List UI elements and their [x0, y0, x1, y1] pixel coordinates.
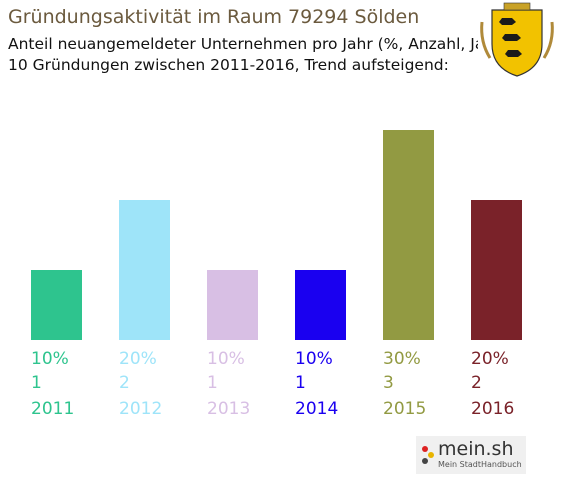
bar-2015 [383, 130, 434, 340]
percent-label-2013: 10% [207, 349, 245, 369]
year-label-2011: 2011 [31, 399, 74, 419]
count-label-2012: 2 [119, 373, 130, 393]
year-label-2012: 2012 [119, 399, 162, 419]
bar-2016 [471, 200, 522, 340]
percent-label-2012: 20% [119, 349, 157, 369]
chart-summary: 10 Gründungen zwischen 2011-2016, Trend … [8, 56, 449, 74]
logo-dot-gold-icon [428, 452, 434, 458]
count-label-2011: 1 [31, 373, 42, 393]
count-label-2016: 2 [471, 373, 482, 393]
chart-title: Gründungsaktivität im Raum 79294 Sölden [8, 6, 420, 28]
percent-label-2011: 10% [31, 349, 69, 369]
year-label-2016: 2016 [471, 399, 514, 419]
coat-of-arms-icon [478, 2, 556, 80]
count-label-2013: 1 [207, 373, 218, 393]
logo-tagline: Mein StadtHandbuch [438, 460, 522, 469]
percent-label-2015: 30% [383, 349, 421, 369]
bar-2014 [295, 270, 346, 340]
logo-dot-red-icon [422, 446, 428, 452]
logo-text: mein.sh [438, 438, 514, 460]
chart-subtitle: Anteil neuangemeldeter Unternehmen pro J… [8, 35, 507, 53]
year-label-2014: 2014 [295, 399, 338, 419]
logo-dot-dark-icon [422, 458, 428, 464]
percent-label-2014: 10% [295, 349, 333, 369]
year-label-2013: 2013 [207, 399, 250, 419]
count-label-2014: 1 [295, 373, 306, 393]
bar-2013 [207, 270, 258, 340]
site-logo[interactable]: mein.sh Mein StadtHandbuch [416, 436, 526, 474]
percent-label-2016: 20% [471, 349, 509, 369]
year-label-2015: 2015 [383, 399, 426, 419]
count-label-2015: 3 [383, 373, 394, 393]
bar-2011 [31, 270, 82, 340]
bar-2012 [119, 200, 170, 340]
bar-chart: 10% 1 2011 20% 2 2012 10% 1 2013 10% 1 2014 30% 3 2015… [31, 130, 522, 419]
